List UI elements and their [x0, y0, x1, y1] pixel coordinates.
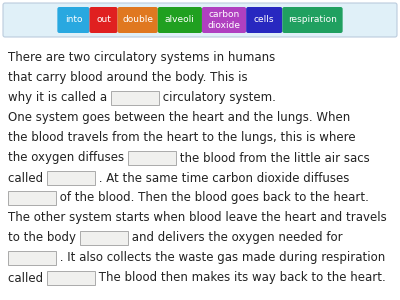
- Text: alveoli: alveoli: [165, 16, 195, 25]
- Text: out: out: [96, 16, 111, 25]
- FancyBboxPatch shape: [158, 7, 202, 33]
- Text: One system goes between the heart and the lungs. When: One system goes between the heart and th…: [8, 112, 350, 124]
- Text: . At the same time carbon dioxide diffuses: . At the same time carbon dioxide diffus…: [95, 172, 349, 184]
- FancyBboxPatch shape: [47, 171, 95, 185]
- Text: and delivers the oxygen needed for: and delivers the oxygen needed for: [128, 232, 342, 244]
- FancyBboxPatch shape: [111, 91, 159, 105]
- FancyBboxPatch shape: [90, 7, 118, 33]
- Text: called: called: [8, 272, 47, 284]
- FancyBboxPatch shape: [8, 251, 56, 265]
- Text: the blood from the little air sacs: the blood from the little air sacs: [176, 152, 370, 164]
- FancyBboxPatch shape: [202, 7, 246, 33]
- Text: carbon
dioxide: carbon dioxide: [208, 10, 240, 30]
- Text: of the blood. Then the blood goes back to the heart.: of the blood. Then the blood goes back t…: [56, 191, 369, 205]
- Text: into: into: [65, 16, 82, 25]
- Text: . It also collects the waste gas made during respiration: . It also collects the waste gas made du…: [56, 251, 385, 265]
- FancyBboxPatch shape: [246, 7, 282, 33]
- Text: respiration: respiration: [288, 16, 337, 25]
- Text: called: called: [8, 172, 47, 184]
- Text: There are two circulatory systems in humans: There are two circulatory systems in hum…: [8, 52, 275, 64]
- Text: The blood then makes its way back to the heart.: The blood then makes its way back to the…: [95, 272, 386, 284]
- Text: circulatory system.: circulatory system.: [159, 92, 276, 104]
- Text: the blood travels from the heart to the lungs, this is where: the blood travels from the heart to the …: [8, 131, 356, 145]
- FancyBboxPatch shape: [80, 231, 128, 245]
- FancyBboxPatch shape: [282, 7, 343, 33]
- FancyBboxPatch shape: [8, 191, 56, 205]
- Text: cells: cells: [254, 16, 274, 25]
- Text: the oxygen diffuses: the oxygen diffuses: [8, 152, 128, 164]
- Text: to the body: to the body: [8, 232, 80, 244]
- FancyBboxPatch shape: [128, 151, 176, 165]
- Text: why it is called a: why it is called a: [8, 92, 111, 104]
- Text: that carry blood around the body. This is: that carry blood around the body. This i…: [8, 71, 248, 85]
- FancyBboxPatch shape: [47, 271, 95, 285]
- Text: The other system starts when blood leave the heart and travels: The other system starts when blood leave…: [8, 212, 387, 224]
- FancyBboxPatch shape: [3, 3, 397, 37]
- FancyBboxPatch shape: [118, 7, 158, 33]
- FancyBboxPatch shape: [57, 7, 90, 33]
- Text: double: double: [122, 16, 153, 25]
